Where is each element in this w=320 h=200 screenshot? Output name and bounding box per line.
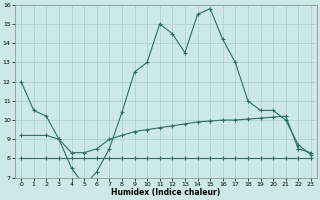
X-axis label: Humidex (Indice chaleur): Humidex (Indice chaleur) [111, 188, 221, 197]
